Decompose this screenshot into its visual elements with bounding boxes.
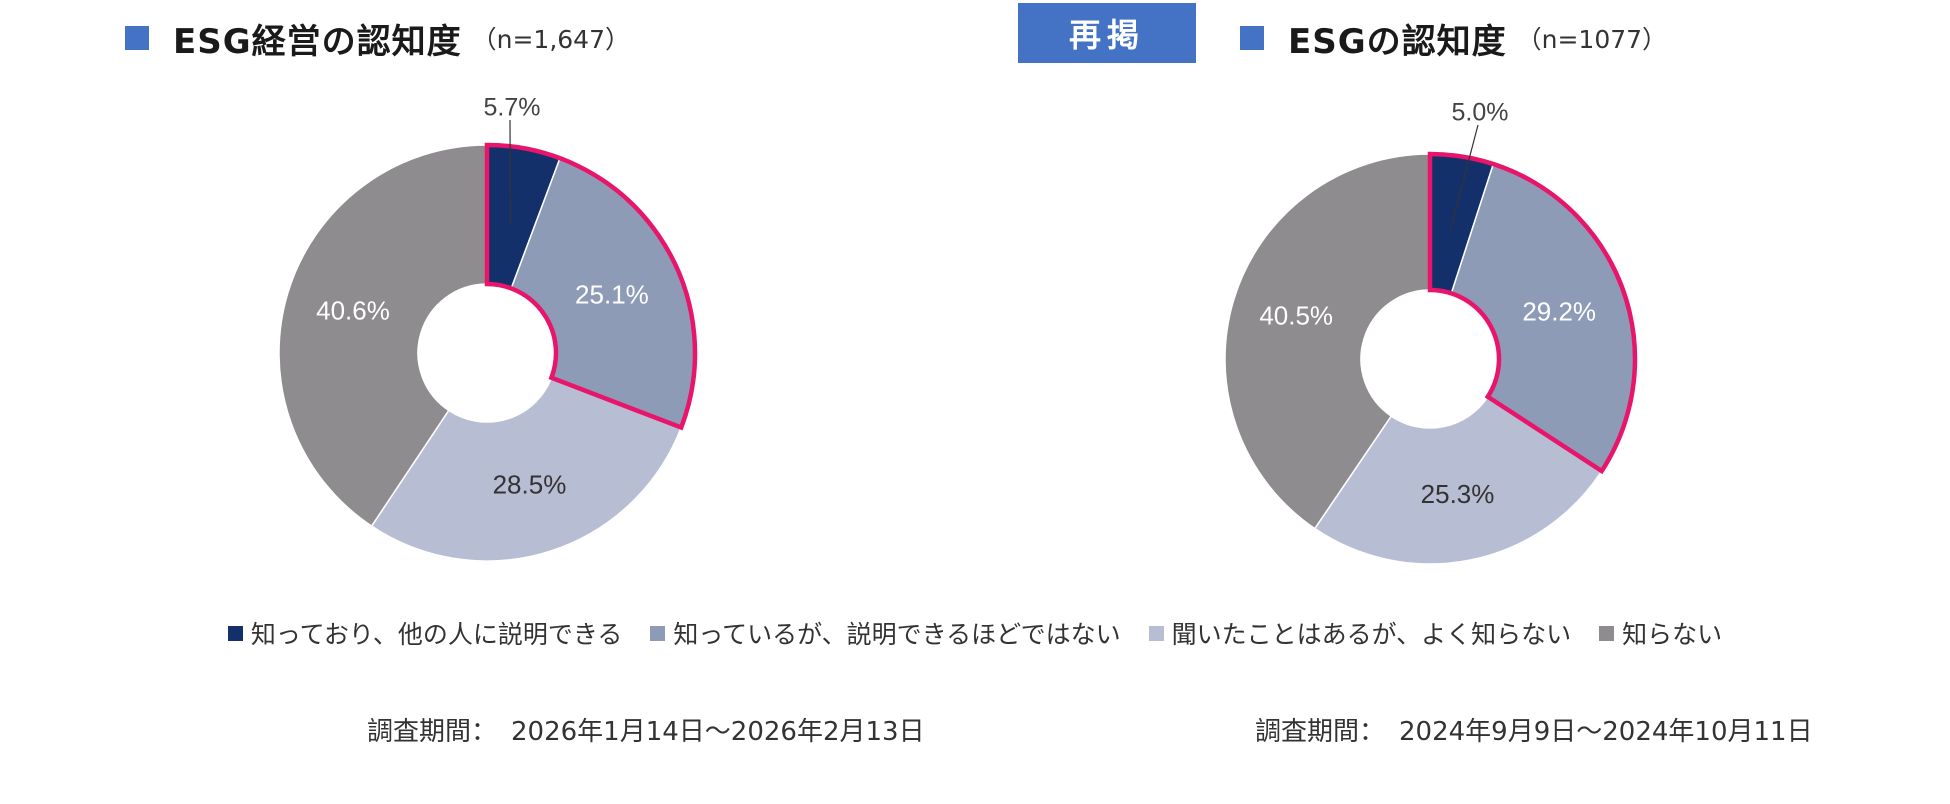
survey-period-label: 調査期間： — [367, 717, 498, 747]
title-square-icon — [1240, 26, 1264, 50]
donut-chart-left: 5.7% 25.1% 28.5% 40.6% — [278, 94, 698, 562]
legend-label: 知っているが、説明できるほどではない — [673, 620, 1121, 649]
legend-label: 聞いたことはあるが、よく知らない — [1171, 620, 1572, 649]
donut-chart-right: 5.0% 29.2% 25.3% 40.5% — [1224, 99, 1638, 565]
highlight-outline — [1427, 151, 1638, 475]
donut-slice — [370, 376, 683, 562]
donut-slice — [278, 144, 488, 528]
survey-period-left: 調査期間： 2026年1月14日～2026年2月13日 — [367, 711, 925, 748]
data-label: 29.2% — [1522, 296, 1596, 326]
donut-slice — [1313, 395, 1603, 565]
sample-size-label: （n=1,647） — [471, 25, 630, 54]
chart-title-left: ESG経営の認知度 （n=1,647） — [125, 16, 630, 62]
chart-title-main: ESGの認知度 — [1288, 21, 1507, 62]
legend-swatch — [1599, 625, 1615, 641]
legend-swatch — [227, 625, 243, 641]
survey-period-right: 調査期間： 2024年9月9日～2024年10月11日 — [1255, 711, 1813, 748]
legend-item: 知らない — [1599, 615, 1722, 651]
legend-swatch — [650, 625, 666, 641]
survey-period-label: 調査期間： — [1255, 717, 1386, 747]
data-label: 40.6% — [316, 295, 390, 325]
survey-period-value: 2024年9月9日～2024年10月11日 — [1399, 717, 1813, 747]
survey-period-value: 2026年1月14日～2026年2月13日 — [511, 717, 925, 747]
legend-item: 知っているが、説明できるほどではない — [650, 615, 1121, 651]
chart-title-right: ESGの認知度 （n=1077） — [1240, 16, 1668, 62]
donut-slice — [1224, 153, 1431, 530]
data-label: 40.5% — [1259, 301, 1333, 331]
data-label: 25.1% — [575, 280, 649, 310]
legend-item: 知っており、他の人に説明できる — [227, 615, 623, 651]
repost-badge: 再掲 — [1018, 3, 1196, 63]
data-label: 5.0% — [1452, 99, 1509, 127]
data-label: 25.3% — [1421, 479, 1495, 509]
legend-label: 知らない — [1622, 620, 1723, 649]
legend-label: 知っており、他の人に説明できる — [250, 620, 623, 649]
data-label: 28.5% — [493, 469, 567, 499]
title-square-icon — [125, 26, 149, 50]
legend: 知っており、他の人に説明できる 知っているが、説明できるほどではない 聞いたこと… — [0, 615, 1950, 651]
legend-swatch — [1148, 625, 1164, 641]
highlight-outline — [484, 142, 698, 431]
chart-title-main: ESG経営の認知度 — [173, 21, 462, 62]
sample-size-label: （n=1077） — [1516, 25, 1668, 54]
leader-line — [1449, 124, 1479, 231]
legend-item: 聞いたことはあるが、よく知らない — [1148, 615, 1572, 651]
data-label: 5.7% — [484, 94, 541, 122]
